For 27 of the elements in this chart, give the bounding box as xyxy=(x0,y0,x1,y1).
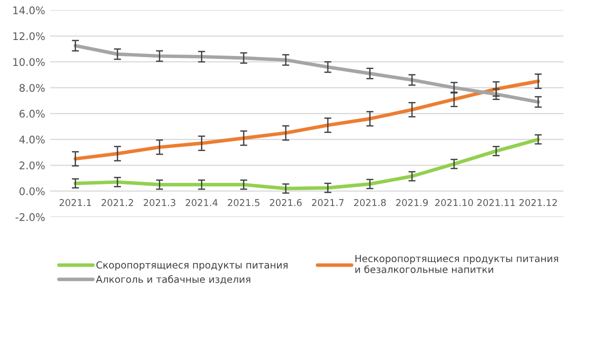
x-tick-label: 2021.9 xyxy=(396,199,428,206)
x-tick-label: 2021.11 xyxy=(477,199,515,206)
y-tick-label: 10.0% xyxy=(13,58,45,66)
x-tick-label: 2021.8 xyxy=(354,199,386,206)
x-tick-label: 2021.7 xyxy=(312,199,344,206)
x-tick-label: 2021.6 xyxy=(270,199,302,206)
y-tick-label: 2.0% xyxy=(20,161,45,170)
legend-label: Алкоголь и табачные изделия xyxy=(96,275,250,284)
y-tick-label: 14.0% xyxy=(13,6,45,14)
y-tick-label: 8.0% xyxy=(20,84,45,92)
x-tick-label: 2021.3 xyxy=(144,199,176,206)
legend-label: Нескоропортящиеся продукты питания и безалкогольные напитки xyxy=(355,254,558,274)
y-tick-label: 4.0% xyxy=(19,136,45,144)
legend-label: Скоропортящиеся продукты питания xyxy=(96,261,288,271)
y-tick-label: 6.0% xyxy=(20,110,45,118)
line-series xyxy=(74,138,540,190)
x-tick-label: 2021.12 xyxy=(519,199,557,206)
y-tick-label: -2.0% xyxy=(16,213,45,222)
x-tick-label: 2021.5 xyxy=(228,199,260,206)
x-tick-label: 2021.4 xyxy=(186,199,218,206)
line-series xyxy=(74,80,540,161)
line-series xyxy=(74,44,540,104)
y-tick-label: 12.0% xyxy=(13,32,45,40)
x-tick-label: 2021.2 xyxy=(102,199,134,206)
x-tick-label: 2021.1 xyxy=(60,199,92,206)
y-tick-label: 0.0% xyxy=(20,187,45,196)
x-tick-label: 2021.10 xyxy=(435,199,473,206)
